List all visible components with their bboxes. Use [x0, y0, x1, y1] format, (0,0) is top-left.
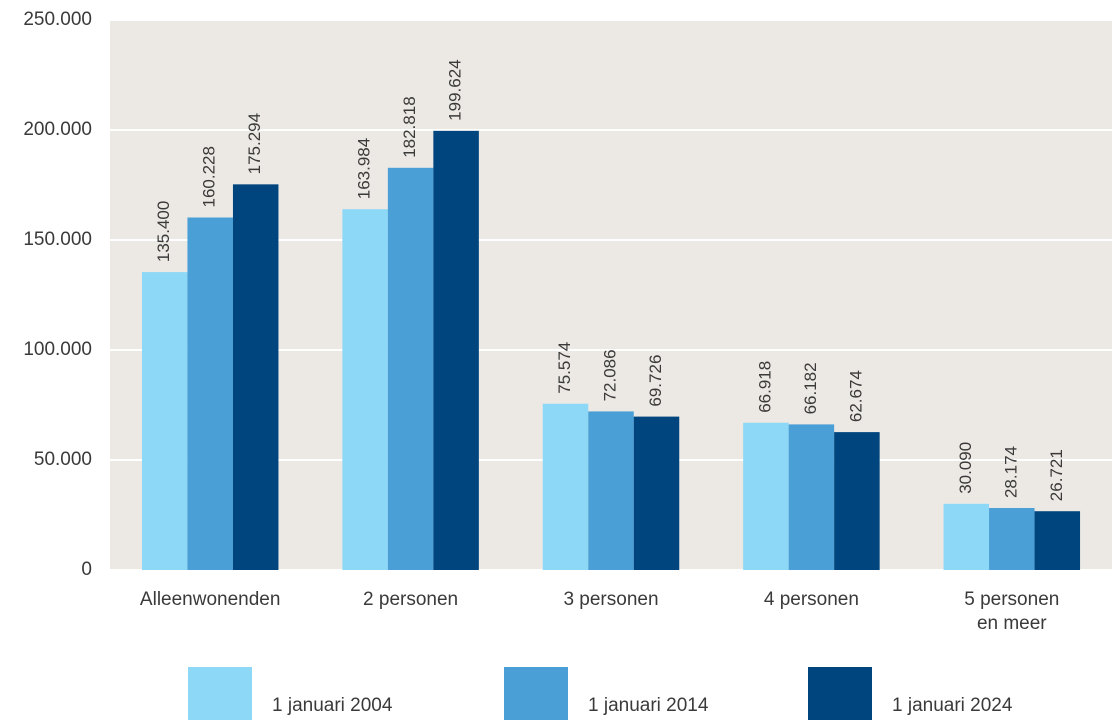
bar	[834, 432, 880, 570]
value-label: 75.574	[555, 342, 574, 394]
bar	[989, 508, 1035, 570]
legend-label: 1 januari 2014	[588, 695, 709, 716]
bar	[633, 416, 680, 570]
value-label: 30.090	[956, 442, 975, 494]
legend-swatch	[808, 667, 872, 720]
value-label: 26.721	[1047, 449, 1066, 501]
bar	[943, 503, 990, 570]
x-tick-label: 2 personen	[363, 589, 459, 610]
bar	[187, 217, 233, 570]
legend-label: 1 januari 2024	[892, 695, 1013, 716]
bar	[542, 403, 589, 570]
bar	[342, 209, 388, 570]
value-label: 182.818	[400, 96, 419, 157]
value-label: 66.182	[801, 362, 820, 414]
x-tick-label: 5 personen en meer	[964, 589, 1060, 634]
value-label: 199.624	[446, 59, 465, 120]
y-tick-label: 0	[81, 559, 92, 580]
y-tick-label: 200.000	[23, 119, 92, 140]
value-label: 62.674	[846, 370, 865, 422]
legend-label: 1 januari 2004	[272, 695, 393, 716]
value-label: 72.086	[600, 349, 619, 401]
x-tick-label: Alleenwonenden	[139, 589, 281, 610]
y-tick-label: 250.000	[23, 9, 92, 30]
bar	[433, 130, 479, 570]
value-label: 69.726	[646, 355, 665, 407]
bar	[387, 167, 434, 570]
bar	[1034, 511, 1081, 570]
y-tick-label: 50.000	[34, 449, 92, 470]
bar	[588, 411, 634, 570]
value-label: 163.984	[355, 138, 374, 199]
legend-swatch	[504, 667, 568, 720]
value-label: 28.174	[1001, 446, 1020, 498]
y-tick-label: 100.000	[23, 339, 92, 360]
value-label: 135.400	[154, 201, 173, 262]
x-tick-label: 3 personen	[563, 589, 659, 610]
value-label: 160.228	[200, 146, 219, 207]
x-tick-label: 4 personen	[763, 589, 859, 610]
y-tick-label: 150.000	[23, 229, 92, 250]
value-label: 66.918	[755, 361, 774, 413]
bar	[141, 272, 188, 570]
bar	[788, 424, 835, 570]
legend-swatch	[188, 667, 252, 720]
bar	[232, 184, 279, 570]
bar	[743, 422, 789, 570]
value-label: 175.294	[245, 113, 264, 174]
